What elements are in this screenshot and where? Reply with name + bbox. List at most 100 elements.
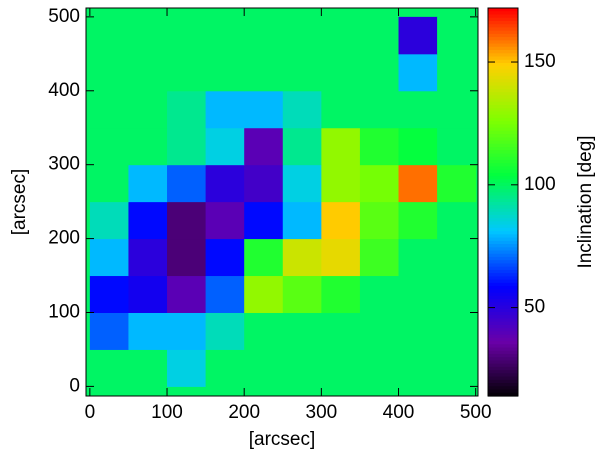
colorbar-swatch [488, 231, 518, 235]
colorbar-swatch [488, 250, 518, 255]
heatmap-cell [205, 312, 245, 350]
heatmap-cell [167, 53, 207, 92]
colorbar-swatch [488, 370, 518, 374]
heatmap-cell [167, 312, 207, 350]
colorbar-swatch [488, 163, 518, 168]
heatmap-cell [128, 90, 168, 129]
heatmap-cell [167, 127, 207, 166]
heatmap-cell [398, 312, 438, 350]
colorbar-swatch [488, 334, 518, 339]
colorbar-swatch [488, 192, 518, 197]
colorbar-swatch [488, 147, 518, 151]
colorbar-swatch [488, 240, 518, 245]
colorbar-swatch [488, 137, 518, 142]
heatmap-cell [282, 349, 322, 387]
colorbar-swatch [488, 273, 518, 277]
heatmap-cell [359, 53, 400, 92]
x-tick-label: 100 [151, 402, 183, 423]
heatmap-cell [167, 90, 207, 129]
colorbar-swatch [488, 95, 518, 100]
colorbar-swatch [488, 328, 518, 332]
colorbar-swatch [488, 286, 518, 290]
x-tick-label: 500 [460, 402, 492, 423]
colorbar-swatch [488, 127, 518, 132]
colorbar-swatch [488, 315, 518, 319]
colorbar-swatch [488, 88, 518, 93]
colorbar-swatch [488, 72, 518, 77]
heatmap-cell [359, 275, 400, 313]
colorbar-swatch [488, 185, 518, 190]
heatmap-cell [437, 238, 477, 277]
heatmap-cell [89, 53, 129, 92]
heatmap-cell [244, 53, 284, 92]
heatmap-cell [437, 164, 477, 203]
heatmap-cell [398, 201, 438, 240]
heatmap-cell [282, 312, 322, 350]
colorbar-swatch [488, 386, 518, 391]
colorbar-swatch [488, 218, 518, 222]
colorbar-swatch [488, 179, 518, 184]
heatmap-cell [128, 53, 168, 92]
heatmap-cell [437, 201, 477, 240]
x-tick-label: 400 [383, 402, 415, 423]
heatmap-cell [437, 90, 477, 129]
heatmap-cell [244, 201, 284, 240]
colorbar-swatch [488, 82, 518, 87]
heatmap-cell [282, 275, 322, 313]
heatmap-cell [205, 349, 245, 387]
colorbar-swatch [488, 331, 518, 336]
colorbar-swatch [488, 311, 518, 316]
colorbar-swatch [488, 182, 518, 187]
heatmap-cell [359, 238, 400, 277]
heatmap-cell [89, 201, 129, 240]
colorbar-swatch [488, 282, 518, 287]
heatmap-cell [89, 16, 129, 55]
colorbar-tick-label: 150 [524, 51, 556, 72]
colorbar-frame [487, 7, 519, 397]
colorbar-swatch [488, 176, 518, 180]
colorbar-swatch [488, 347, 518, 352]
heatmap-cell [205, 16, 245, 55]
heatmap-cell [398, 275, 438, 313]
y-tick-label: 100 [48, 302, 80, 323]
heatmap-cell [244, 90, 284, 129]
heatmap-cell [437, 275, 477, 313]
colorbar-swatch [488, 276, 518, 281]
heatmap-cell [437, 127, 477, 166]
colorbar-swatch [488, 321, 518, 326]
colorbar-swatch [488, 143, 518, 148]
heatmap-cell [89, 349, 129, 387]
heatmap-cell [437, 53, 477, 92]
colorbar-swatch [488, 117, 518, 122]
heatmap-cell [128, 201, 168, 240]
colorbar-swatch [488, 237, 518, 242]
heatmap-cell [321, 164, 361, 203]
colorbar-swatch [488, 205, 518, 210]
heatmap-cell [167, 201, 207, 240]
colorbar-swatch [488, 50, 518, 54]
heatmap-cell [128, 312, 168, 350]
heatmap-cell [321, 53, 361, 92]
y-tick-label: 0 [69, 375, 80, 396]
colorbar-swatch [488, 40, 518, 45]
colorbar-swatch [488, 341, 518, 345]
colorbar-swatch [488, 69, 518, 74]
heatmap-cell [244, 275, 284, 313]
colorbar-swatch [488, 383, 518, 387]
heatmap-cell [321, 238, 361, 277]
x-axis-title: [arcsec] [249, 429, 316, 450]
heatmap-cell [205, 53, 245, 92]
colorbar-swatch [488, 363, 518, 368]
colorbar-swatch [488, 79, 518, 83]
heatmap-cell [167, 349, 207, 387]
plot-frame [85, 7, 479, 397]
heatmap-cell [398, 53, 438, 92]
colorbar-swatch [488, 8, 518, 12]
heatmap-cell [321, 127, 361, 166]
colorbar-swatch [488, 221, 518, 226]
heatmap-cell [128, 275, 168, 313]
colorbar-swatch [488, 172, 518, 177]
colorbar-swatch [488, 366, 518, 371]
heatmap-cell [244, 164, 284, 203]
